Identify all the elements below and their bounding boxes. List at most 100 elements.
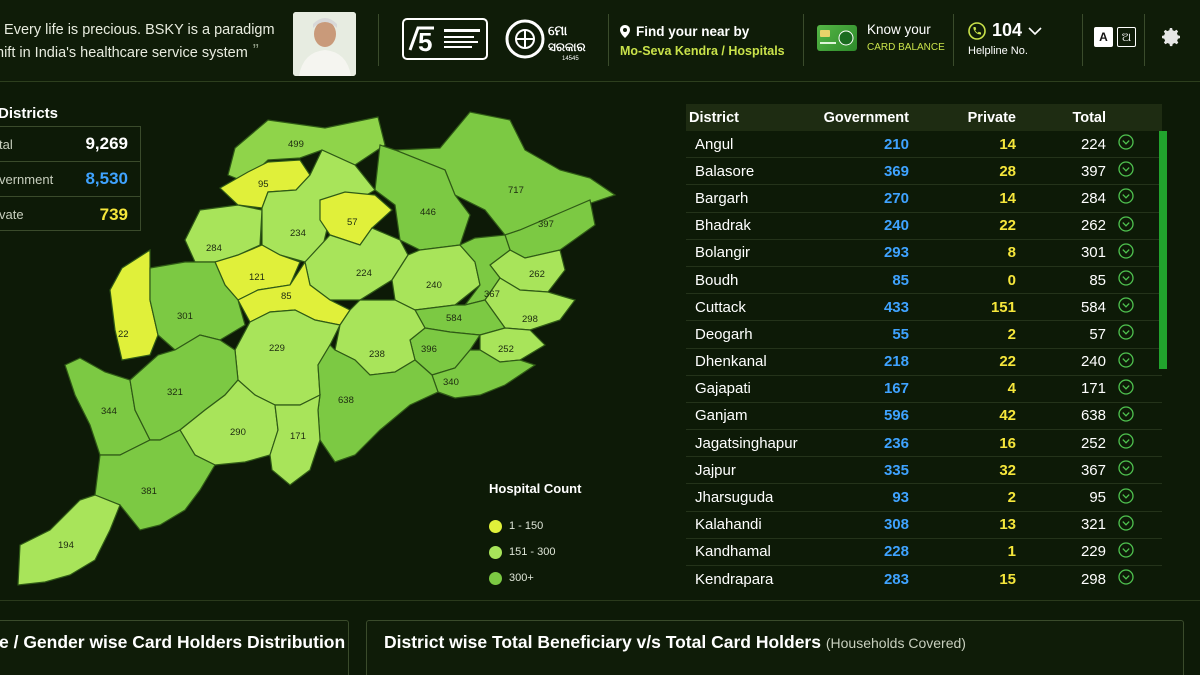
cell-district: Bhadrak xyxy=(695,217,751,235)
table-row[interactable]: Deogarh 55 2 57 xyxy=(686,321,1162,349)
table-row[interactable]: Cuttack 433 151 584 xyxy=(686,294,1162,322)
cell-private: 42 xyxy=(999,407,1016,425)
lang-odia-button[interactable]: ଅ xyxy=(1117,27,1136,47)
cell-total: 85 xyxy=(1089,271,1106,289)
map-district-717 xyxy=(394,111,617,236)
map-label: 234 xyxy=(290,228,306,239)
cell-private: 0 xyxy=(1007,271,1016,289)
table-scrollbar[interactable] xyxy=(1159,131,1167,369)
cell-private: 14 xyxy=(999,189,1016,207)
cell-total: 95 xyxy=(1089,489,1106,507)
cell-total: 57 xyxy=(1089,325,1106,343)
lang-english-button[interactable]: A xyxy=(1094,27,1113,47)
svg-text:5: 5 xyxy=(418,27,432,57)
expand-chevron-icon[interactable] xyxy=(1106,406,1146,426)
cell-district: Angul xyxy=(695,135,734,153)
svg-text:ସରକାର: ସରକାର xyxy=(548,40,586,54)
cell-private: 16 xyxy=(999,434,1016,452)
district-hospital-table[interactable]: District Government Private Total Angul 2… xyxy=(686,104,1162,590)
table-row[interactable]: Kendrapara 283 15 298 xyxy=(686,566,1162,590)
cell-total: 284 xyxy=(1080,189,1106,207)
cell-total: 321 xyxy=(1080,516,1106,534)
expand-chevron-icon[interactable] xyxy=(1106,243,1146,263)
stat-label: vate xyxy=(0,207,24,222)
header-divider xyxy=(803,14,804,66)
cell-government: 236 xyxy=(883,434,909,452)
cell-government: 308 xyxy=(883,516,909,534)
expand-chevron-icon[interactable] xyxy=(1106,379,1146,399)
cell-government: 55 xyxy=(892,325,909,343)
cell-private: 22 xyxy=(999,353,1016,371)
table-row[interactable]: Bhadrak 240 22 262 xyxy=(686,213,1162,240)
table-row[interactable]: Balasore 369 28 397 xyxy=(686,158,1162,186)
map-label: 499 xyxy=(288,139,304,150)
map-label: 717 xyxy=(508,185,524,196)
card-balance-link[interactable]: Know your CARD BALANCE xyxy=(817,22,945,53)
expand-chevron-icon[interactable] xyxy=(1106,460,1146,480)
stat-private-row: vate 739 xyxy=(0,197,140,232)
cell-government: 85 xyxy=(892,271,909,289)
gear-icon[interactable] xyxy=(1159,25,1185,51)
table-row[interactable]: Bargarh 270 14 284 xyxy=(686,185,1162,213)
table-row[interactable]: Dhenkanal 218 22 240 xyxy=(686,349,1162,376)
cell-government: 93 xyxy=(892,489,909,507)
cell-total: 252 xyxy=(1080,434,1106,452)
table-row[interactable]: Jagatsinghapur 236 16 252 xyxy=(686,430,1162,458)
districts-title: Districts xyxy=(0,105,59,122)
helpline-dropdown[interactable]: 104 Helpline No. xyxy=(968,20,1042,57)
cell-district: Deogarh xyxy=(695,325,753,343)
expand-chevron-icon[interactable] xyxy=(1106,297,1146,317)
cell-government: 283 xyxy=(883,570,909,588)
table-row[interactable]: Angul 210 14 224 xyxy=(686,131,1162,159)
cell-private: 2 xyxy=(1007,489,1016,507)
map-district-381 xyxy=(94,429,216,531)
cell-total: 262 xyxy=(1080,217,1106,235)
legend-dot xyxy=(489,519,502,533)
table-row[interactable]: Jharsuguda 93 2 95 xyxy=(686,484,1162,512)
expand-chevron-icon[interactable] xyxy=(1106,351,1146,372)
cell-private: 15 xyxy=(999,570,1016,588)
legend-dot xyxy=(489,545,502,559)
cell-government: 270 xyxy=(883,189,909,207)
table-row[interactable]: Bolangir 293 8 301 xyxy=(686,240,1162,267)
legend-label: 1 - 150 xyxy=(509,520,544,532)
legend-item: 151 - 300 xyxy=(489,539,581,565)
language-switcher: A ଅ xyxy=(1094,27,1136,47)
mo-sarkar-logo-icon[interactable]: ମୋ ସରକାର 14545 xyxy=(504,15,596,63)
cell-government: 433 xyxy=(883,298,909,316)
expand-chevron-icon[interactable] xyxy=(1106,134,1146,154)
map-label: 224 xyxy=(356,268,372,279)
find-nearby-link[interactable]: Find your near by Mo-Seva Kendra / Hospi… xyxy=(620,24,785,58)
expand-chevron-icon[interactable] xyxy=(1106,270,1146,290)
section-divider xyxy=(0,600,1200,601)
cell-total: 638 xyxy=(1080,407,1106,425)
table-row[interactable]: Jajpur 335 32 367 xyxy=(686,457,1162,485)
5t-logo-icon[interactable]: 5 xyxy=(402,18,488,60)
expand-chevron-icon[interactable] xyxy=(1106,487,1146,508)
table-row[interactable]: Kalahandi 308 13 321 xyxy=(686,512,1162,539)
cell-district: Kalahandi xyxy=(695,516,762,534)
expand-chevron-icon[interactable] xyxy=(1106,161,1146,181)
top-header: . Every life is precious. BSKY is a para… xyxy=(0,0,1200,82)
cell-private: 151 xyxy=(990,298,1016,316)
legend-title: Hospital Count xyxy=(489,481,582,496)
table-row[interactable]: Boudh 85 0 85 xyxy=(686,267,1162,295)
expand-chevron-icon[interactable] xyxy=(1106,569,1146,589)
cell-government: 167 xyxy=(883,380,909,398)
table-row[interactable]: Gajapati 167 4 171 xyxy=(686,376,1162,403)
expand-chevron-icon[interactable] xyxy=(1106,433,1146,453)
map-legend: Hospital Count 1 - 150 151 - 300 300+ xyxy=(489,481,581,591)
expand-chevron-icon[interactable] xyxy=(1106,216,1146,236)
table-row[interactable]: Ganjam 596 42 638 xyxy=(686,403,1162,431)
cell-private: 13 xyxy=(999,516,1016,534)
map-label: 396 xyxy=(421,344,437,355)
table-row[interactable]: Kandhamal 228 1 229 xyxy=(686,539,1162,566)
expand-chevron-icon[interactable] xyxy=(1106,324,1146,344)
cell-private: 4 xyxy=(1007,380,1016,398)
expand-chevron-icon[interactable] xyxy=(1106,515,1146,535)
expand-chevron-icon[interactable] xyxy=(1106,542,1146,562)
expand-chevron-icon[interactable] xyxy=(1106,188,1146,208)
stat-label: tal xyxy=(0,136,13,152)
map-label: 240 xyxy=(426,280,442,291)
cell-government: 210 xyxy=(883,135,909,153)
